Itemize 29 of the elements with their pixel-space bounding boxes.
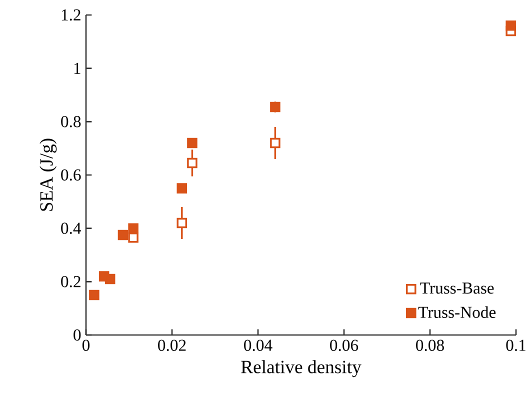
- legend-label: Truss-Node: [418, 306, 496, 318]
- y-tick-label: 0.2: [61, 276, 80, 288]
- point: [176, 183, 188, 194]
- point: [506, 20, 516, 31]
- y-tick-label: 1: [74, 62, 80, 74]
- y-tick-label: 0: [74, 329, 81, 341]
- legend-label: Truss-Base: [420, 282, 494, 294]
- point: [270, 102, 280, 112]
- y-tick-label: 0.6: [61, 169, 81, 181]
- point: [128, 223, 138, 234]
- x-tick-label: 0.04: [244, 340, 272, 352]
- x-axis-title: Relative density: [241, 360, 362, 378]
- x-tick-label: 0: [82, 340, 90, 351]
- point: [128, 232, 138, 243]
- x-tick-label: 0.06: [330, 340, 358, 352]
- point: [118, 230, 128, 240]
- x-tick-label: 0.1: [506, 340, 526, 352]
- y-axis-title: SEA (J/g): [40, 138, 57, 211]
- y-tick-label: 0.4: [61, 222, 82, 234]
- point: [187, 158, 198, 168]
- x-tick-label: 0.02: [158, 340, 186, 352]
- point: [270, 138, 280, 148]
- y-tick-label: 0.8: [61, 116, 81, 128]
- point: [176, 218, 188, 228]
- point: [187, 138, 198, 148]
- y-tick-label: 1.2: [62, 9, 80, 21]
- x-tick-label: 0.08: [416, 340, 444, 352]
- point: [89, 290, 100, 300]
- point: [104, 274, 116, 284]
